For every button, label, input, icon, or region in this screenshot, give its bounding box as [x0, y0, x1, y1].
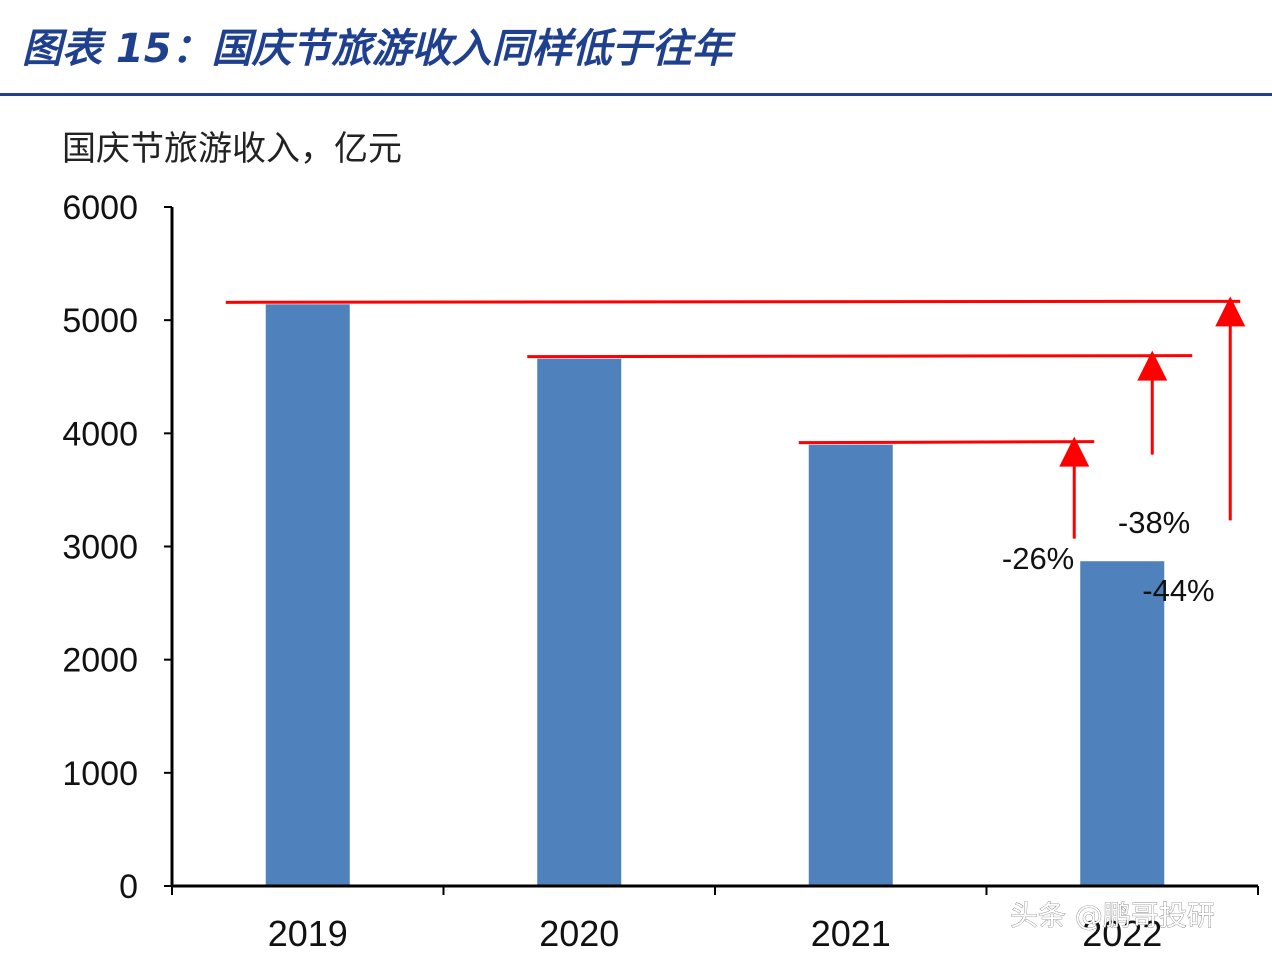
- annotation-label: -26%: [1002, 541, 1074, 576]
- x-tick-label-2022: 2022: [1082, 913, 1162, 954]
- y-tick-label: 4000: [62, 415, 138, 453]
- x-tick-label-2020: 2020: [539, 913, 619, 954]
- annotation-label: -44%: [1142, 573, 1214, 608]
- arrow-head--44%: [1215, 296, 1246, 327]
- reference-line-2020: [527, 354, 1193, 359]
- reference-line-2021: [798, 440, 1095, 445]
- figure-title: 图表 15：国庆节旅游收入同样低于往年: [22, 26, 737, 72]
- arrow-head--38%: [1137, 350, 1168, 381]
- y-tick-label: 6000: [62, 189, 138, 227]
- change-annotations: -26% -38% -44%: [1002, 505, 1215, 608]
- x-axis-labels: 2019 2020 2021 2022: [268, 913, 1163, 954]
- x-tick-label-2021: 2021: [811, 913, 891, 954]
- reference-line-2019: [225, 299, 1241, 304]
- arrow-head--26%: [1059, 436, 1090, 467]
- x-tick-label-2019: 2019: [268, 913, 348, 954]
- y-tick-label: 0: [119, 868, 138, 906]
- bar-2020: [537, 358, 622, 887]
- y-tick-label: 1000: [62, 755, 138, 793]
- y-axis-label: 国庆节旅游收入，亿元: [62, 129, 402, 169]
- y-axis-ticks: 0 1000 2000 3000 4000 5000 6000: [62, 189, 172, 906]
- y-tick-label: 3000: [62, 529, 138, 567]
- reference-lines: [225, 296, 1246, 539]
- bars: [265, 304, 1165, 887]
- axes: [170, 207, 1259, 895]
- watermark: 头条 @鹏哥投研: [1010, 899, 1215, 932]
- title-rule: [0, 93, 1272, 96]
- annotation-label: -38%: [1118, 505, 1190, 540]
- bar-2022: [1080, 561, 1165, 886]
- bar-2019: [265, 304, 350, 886]
- y-tick-label: 5000: [62, 302, 138, 340]
- bar-2021: [808, 444, 893, 886]
- y-tick-label: 2000: [62, 642, 138, 680]
